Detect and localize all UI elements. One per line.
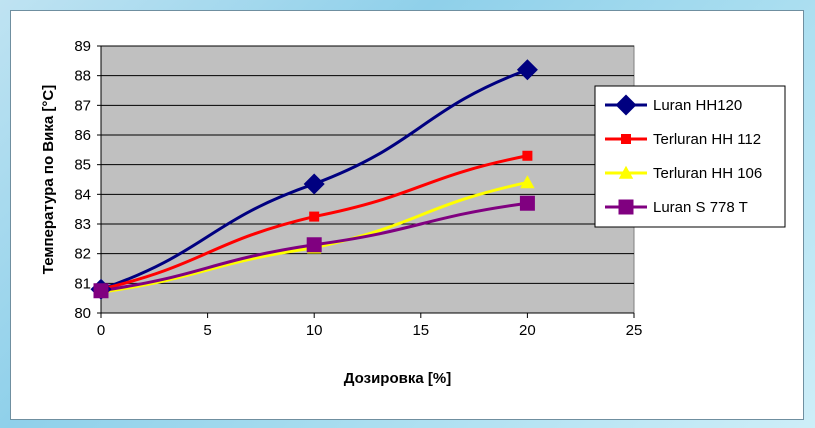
y-tick-labels: 80 81 82 83 84 85 86 87 88 89 (74, 38, 91, 322)
legend: Luran HH120 Terluran HH 112 Terluran HH 10… (594, 85, 786, 228)
y-tick-label: 84 (74, 186, 91, 203)
legend-marker (618, 199, 634, 215)
legend-label: Terluran HH 112 (653, 131, 761, 148)
legend-marker (618, 165, 634, 179)
legend-label: Luran HH120 (653, 97, 742, 114)
y-tick-label: 82 (74, 246, 91, 263)
y-tick-label: 89 (74, 38, 91, 55)
legend-item: Luran HH120 (605, 94, 742, 116)
legend-item: Terluran HH 106 (605, 165, 762, 182)
gridlines (101, 45, 634, 314)
data-point (519, 195, 535, 211)
y-tick-label: 87 (74, 97, 91, 114)
x-tick-label: 25 (626, 322, 643, 339)
legend-item: Terluran HH 112 (605, 131, 761, 148)
x-tick-label: 5 (203, 322, 211, 339)
data-point (306, 237, 322, 253)
y-tick-label: 80 (74, 305, 91, 322)
x-tick-label: 10 (306, 322, 323, 339)
x-tick-label: 15 (412, 322, 429, 339)
x-axis-title: Дозировка [%] (344, 370, 451, 387)
y-tick-label: 81 (74, 275, 91, 292)
x-tick-label: 0 (97, 322, 105, 339)
x-tick-labels: 0 5 10 15 20 25 (97, 322, 643, 339)
legend-item: Luran S 778 T (605, 199, 748, 216)
data-point (93, 283, 109, 299)
legend-marker (615, 94, 637, 116)
chart: 0 5 10 15 20 25 80 81 82 83 84 85 86 87 88 89 Дозировк… (40, 38, 786, 387)
y-tick-label: 86 (74, 127, 91, 144)
y-tick-label: 88 (74, 68, 91, 85)
y-axis-title: Температура по Вика [°C] (40, 85, 57, 274)
y-tick-label: 85 (74, 157, 91, 174)
series-markers (90, 59, 538, 300)
data-point (309, 211, 320, 222)
legend-marker (621, 134, 631, 144)
data-point (303, 173, 325, 195)
data-point (522, 150, 533, 161)
legend-label: Terluran HH 106 (653, 165, 762, 182)
y-tick-label: 83 (74, 216, 91, 233)
data-point (520, 175, 535, 189)
chart-frame: 0 5 10 15 20 25 80 81 82 83 84 85 86 87 88 89 Дозировк… (10, 10, 804, 420)
legend-label: Luran S 778 T (653, 199, 748, 216)
plot-area (100, 45, 635, 314)
x-tick-label: 20 (519, 322, 536, 339)
